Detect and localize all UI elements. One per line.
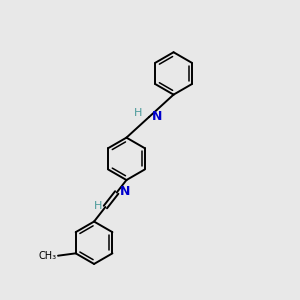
- Text: N: N: [120, 185, 130, 198]
- Text: N: N: [152, 110, 162, 123]
- Text: H: H: [94, 200, 102, 211]
- Text: H: H: [134, 109, 142, 118]
- Text: CH₃: CH₃: [38, 251, 57, 261]
